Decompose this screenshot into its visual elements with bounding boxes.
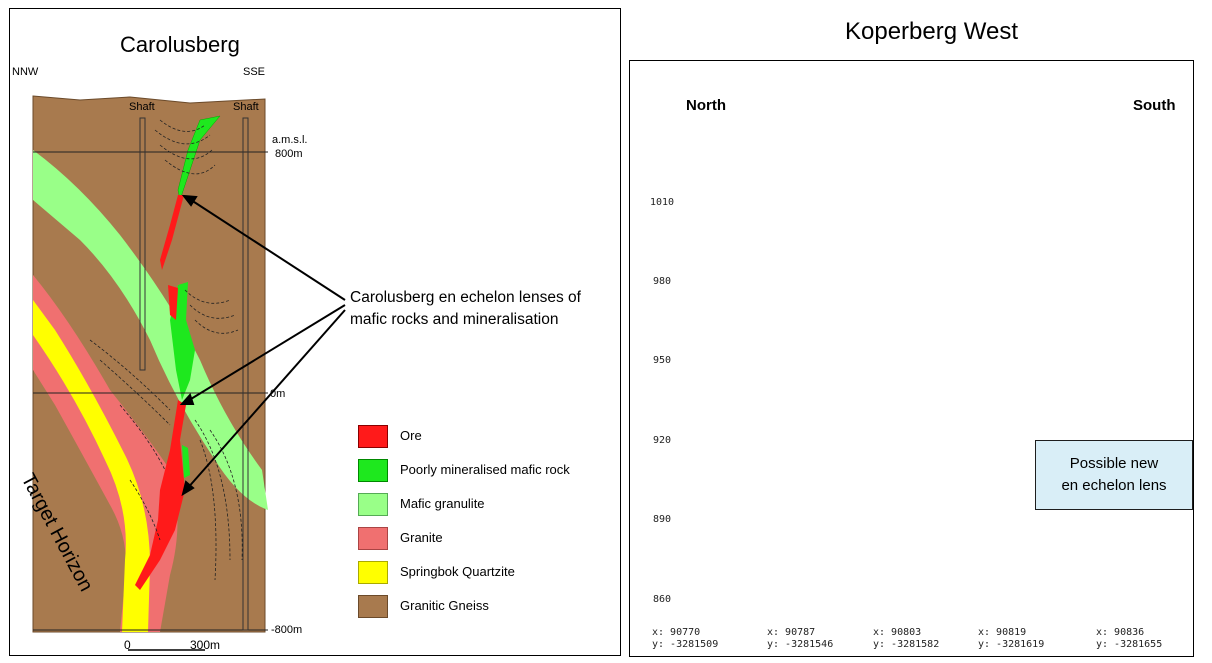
- callout-line-1: Possible new: [1069, 455, 1159, 472]
- ore-lens-lower: [135, 400, 186, 590]
- direction-sse-label: SSE: [243, 66, 266, 78]
- ore-lens-upper: [160, 195, 184, 270]
- annotation-line-1: Carolusberg en echelon lenses of: [350, 289, 581, 306]
- legend-swatch-springbok-quartzite: [358, 561, 388, 584]
- elevation-neg800m-label: -800m: [271, 624, 303, 636]
- legend-label-ore: Ore: [400, 428, 422, 443]
- koperberg-west-panel: [629, 60, 1194, 657]
- legend-label-poorly-mineralised: Poorly mineralised mafic rock: [400, 462, 570, 477]
- scale-300m-label: 300m: [190, 638, 221, 652]
- y-tick-980: 980: [653, 276, 672, 287]
- shaft-right: [242, 117, 249, 631]
- y-tick-860: 860: [653, 594, 672, 605]
- south-label: South: [1133, 97, 1176, 114]
- callout-line-2: en echelon lens: [1061, 477, 1167, 494]
- annotation-line-2: mafic rocks and mineralisation: [350, 311, 559, 328]
- x-label-5-x: x: 90836: [1096, 627, 1145, 638]
- koperberg-west-title: Koperberg West: [845, 18, 1018, 45]
- elevation-0m-label: 0m: [270, 388, 286, 400]
- mafic-lens-upper: [177, 115, 221, 201]
- shaft-right-label: Shaft: [233, 101, 259, 113]
- x-label-4-x: x: 90819: [978, 627, 1027, 638]
- legend-swatch-mafic-granulite: [358, 493, 388, 516]
- x-label-5-y: y: -3281655: [1096, 639, 1163, 650]
- fold-traces: [89, 119, 243, 581]
- shaft-left-label: Shaft: [129, 101, 155, 113]
- x-label-2-y: y: -3281546: [767, 639, 834, 650]
- x-label-2-x: x: 90787: [767, 627, 816, 638]
- y-tick-1010: 1010: [650, 197, 675, 208]
- x-label-3-y: y: -3281582: [873, 639, 940, 650]
- elevation-800m-label: 800m: [275, 148, 303, 160]
- legend-swatch-granitic-gneiss: [358, 595, 388, 618]
- x-label-1-x: x: 90770: [652, 627, 701, 638]
- carolusberg-title: Carolusberg: [120, 32, 240, 57]
- annotation-arrows: [179, 194, 346, 497]
- scale-zero-label: 0: [124, 638, 131, 652]
- possible-lens-callout: Possible new en echelon lens: [1035, 440, 1193, 510]
- springbok-quartzite-band: [33, 300, 150, 632]
- legend-swatch-poorly-mineralised: [358, 459, 388, 482]
- direction-nnw-label: NNW: [12, 66, 39, 78]
- mafic-granulite-band: [33, 150, 268, 510]
- legend-label-mafic-granulite: Mafic granulite: [400, 496, 485, 511]
- x-label-4-y: y: -3281619: [978, 639, 1045, 650]
- legend-swatch-granite: [358, 527, 388, 550]
- x-label-3-x: x: 90803: [873, 627, 922, 638]
- shaft-left: [139, 117, 146, 371]
- amsl-label: a.m.s.l.: [272, 134, 308, 146]
- mafic-lens-lower: [182, 445, 190, 478]
- legend-label-granitic-gneiss: Granitic Gneiss: [400, 598, 489, 613]
- legend-swatch-ore: [358, 425, 388, 448]
- legend-label-granite: Granite: [400, 530, 443, 545]
- legend-label-springbok-quartzite: Springbok Quartzite: [400, 564, 515, 579]
- x-label-1-y: y: -3281509: [652, 639, 719, 650]
- north-label: North: [686, 97, 726, 114]
- y-tick-950: 950: [653, 355, 672, 366]
- y-tick-890: 890: [653, 514, 672, 525]
- ore-lens-middle: [168, 285, 178, 320]
- y-tick-920: 920: [653, 435, 672, 446]
